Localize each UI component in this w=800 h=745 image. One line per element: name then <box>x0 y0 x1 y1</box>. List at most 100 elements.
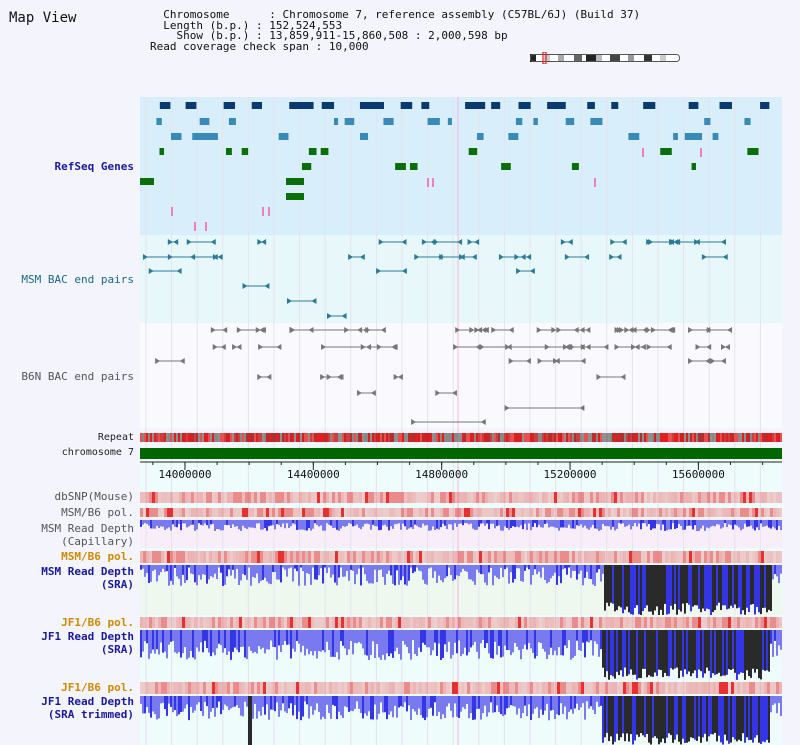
polymorphism-cell <box>638 492 641 503</box>
polymorphism-cell <box>152 492 155 503</box>
bac-end <box>212 344 218 350</box>
repeat-segment <box>348 433 350 442</box>
polymorphism-cell <box>215 492 218 503</box>
polymorphism-cell <box>371 508 374 517</box>
repeat-segment <box>274 433 276 442</box>
depth-bar <box>604 520 606 526</box>
depth-bar <box>390 630 392 654</box>
track-label-jf1-b6-pol-2[interactable]: JF1/B6 pol. <box>61 681 134 694</box>
polymorphism-cell <box>257 617 260 628</box>
depth-bar <box>184 565 186 583</box>
bac-end <box>537 358 543 364</box>
bac-end <box>720 239 726 245</box>
polymorphism-cell <box>686 682 689 694</box>
track-label-repeat[interactable]: Repeat <box>97 432 134 443</box>
depth-bar <box>522 630 524 649</box>
polymorphism-cell <box>437 682 440 694</box>
depth-bar <box>726 520 728 528</box>
depth-bar <box>176 520 178 528</box>
bac-end <box>475 344 481 350</box>
depth-bar <box>486 565 488 586</box>
track-label-chromosome[interactable]: chromosome 7 <box>61 447 134 458</box>
polymorphism-cell <box>578 617 581 628</box>
repeat-segment <box>742 433 744 442</box>
repeat-segment <box>184 433 186 442</box>
polymorphism-cell <box>278 617 281 628</box>
depth-bar <box>224 520 226 525</box>
polymorphism-cell <box>515 492 518 503</box>
track-label-msm-b6-pol-2[interactable]: MSM/B6 pol. <box>61 550 134 563</box>
polymorphism-cell <box>194 508 197 517</box>
track-label-jf1-depth-sra-1[interactable]: JF1 Read Depth <box>41 630 134 643</box>
polymorphism-cell <box>488 617 491 628</box>
polymorphism-cell <box>776 508 779 517</box>
depth-bar <box>622 696 624 734</box>
track-label-jf1-depth-trim-1[interactable]: JF1 Read Depth <box>41 695 134 708</box>
polymorphism-cell <box>503 508 506 517</box>
repeat-segment <box>772 433 774 442</box>
track-label-msm-b6-pol-1[interactable]: MSM/B6 pol. <box>61 506 134 519</box>
repeat-segment <box>266 433 268 442</box>
depth-bar <box>760 630 762 680</box>
depth-bar <box>566 630 568 649</box>
track-label-msm-bac[interactable]: MSM BAC end pairs <box>21 273 134 286</box>
track-label-msm-depth-capillary-1[interactable]: MSM Read Depth <box>41 522 134 535</box>
depth-bar <box>366 696 368 716</box>
polymorphism-cell <box>362 551 365 563</box>
track-label-msm-depth-sra-1[interactable]: MSM Read Depth <box>41 565 134 578</box>
polymorphism-cell <box>317 551 320 563</box>
polymorphism-cell <box>632 617 635 628</box>
depth-bar <box>714 520 716 527</box>
span-key: Read coverage check span <box>150 39 309 53</box>
bac-end <box>451 390 457 396</box>
repeat-segment <box>344 433 346 442</box>
depth-bar <box>344 565 346 577</box>
depth-bar <box>554 630 556 651</box>
depth-bar <box>394 696 396 706</box>
polymorphism-cell <box>458 492 461 503</box>
gene-feature <box>547 102 566 109</box>
polymorphism-cell <box>671 682 674 694</box>
depth-bar <box>170 630 172 642</box>
chromosome-key: Chromosome <box>163 8 230 21</box>
bac-end <box>603 344 609 350</box>
track-label-b6n-bac[interactable]: B6N BAC end pairs <box>21 370 134 383</box>
polymorphism-cell <box>323 617 326 628</box>
repeat-segment <box>380 433 382 442</box>
depth-bar <box>654 696 656 737</box>
depth-bar <box>696 520 698 531</box>
repeat-segment <box>194 433 196 442</box>
track-label-refseq-genes[interactable]: RefSeq Genes <box>54 160 134 173</box>
depth-bar <box>376 696 378 720</box>
polymorphism-cell <box>506 492 509 503</box>
depth-bar <box>502 565 504 578</box>
depth-bar <box>630 696 632 735</box>
polymorphism-cell <box>269 617 272 628</box>
repeat-segment <box>634 433 636 442</box>
polymorphism-cell <box>641 492 644 503</box>
depth-bar <box>400 696 402 707</box>
depth-bar <box>324 565 326 568</box>
polymorphism-cell <box>623 508 626 517</box>
polymorphism-cell <box>428 508 431 517</box>
polymorphism-cell <box>443 617 446 628</box>
polymorphism-cell <box>407 682 410 694</box>
repeat-segment <box>536 433 538 442</box>
repeat-segment <box>734 433 736 442</box>
ideogram-band <box>634 54 644 62</box>
polymorphism-cell <box>443 508 446 517</box>
repeat-segment <box>332 433 334 442</box>
gene-feature <box>251 102 263 109</box>
depth-bar <box>764 630 766 671</box>
track-label-dbsnp[interactable]: dbSNP(Mouse) <box>54 490 134 503</box>
depth-bar <box>544 565 546 580</box>
depth-bar <box>750 696 752 740</box>
depth-bar <box>304 630 306 656</box>
track-label-jf1-b6-pol-1[interactable]: JF1/B6 pol. <box>61 616 134 629</box>
depth-bar <box>356 565 358 575</box>
polymorphism-cell <box>374 617 377 628</box>
polymorphism-cell <box>368 682 371 694</box>
chromosome-ideogram[interactable] <box>530 52 690 64</box>
polymorphism-cell <box>653 682 656 694</box>
